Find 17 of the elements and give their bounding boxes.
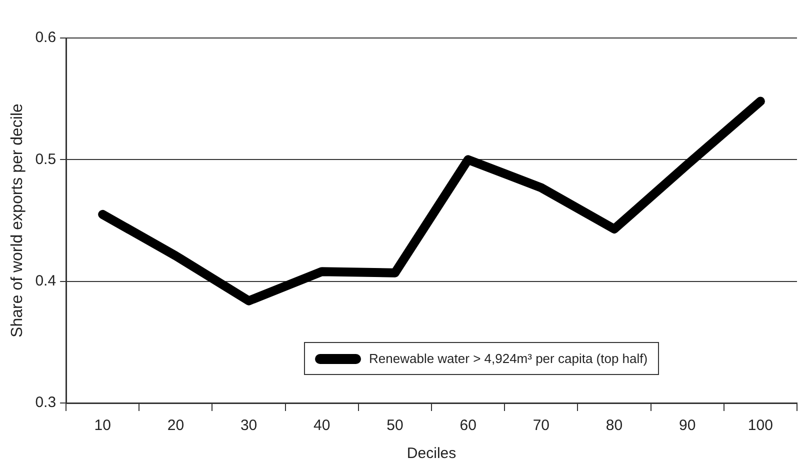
x-tick-label: 40 bbox=[314, 417, 330, 434]
x-tick-label: 30 bbox=[240, 417, 258, 434]
x-tick-label: 100 bbox=[748, 417, 773, 434]
x-tick-label: 90 bbox=[679, 417, 696, 434]
y-tick-label: 0.5 bbox=[35, 150, 56, 168]
legend-label: Renewable water > 4,924m³ per capita (top half) bbox=[369, 351, 648, 366]
x-tick-label: 50 bbox=[386, 417, 404, 434]
x-tick-label: 80 bbox=[606, 417, 623, 434]
x-tick-label: 20 bbox=[167, 417, 184, 434]
x-tick-label: 10 bbox=[94, 417, 111, 434]
x-tick-label: 60 bbox=[460, 417, 476, 434]
x-tick-label: 70 bbox=[532, 417, 550, 434]
y-axis-title: Share of world exports per decile bbox=[9, 103, 26, 338]
y-tick-label: 0.4 bbox=[35, 272, 56, 290]
y-tick-label: 0.3 bbox=[35, 394, 56, 412]
y-tick-label: 0.6 bbox=[35, 29, 56, 46]
x-axis-title: Deciles bbox=[406, 445, 456, 462]
